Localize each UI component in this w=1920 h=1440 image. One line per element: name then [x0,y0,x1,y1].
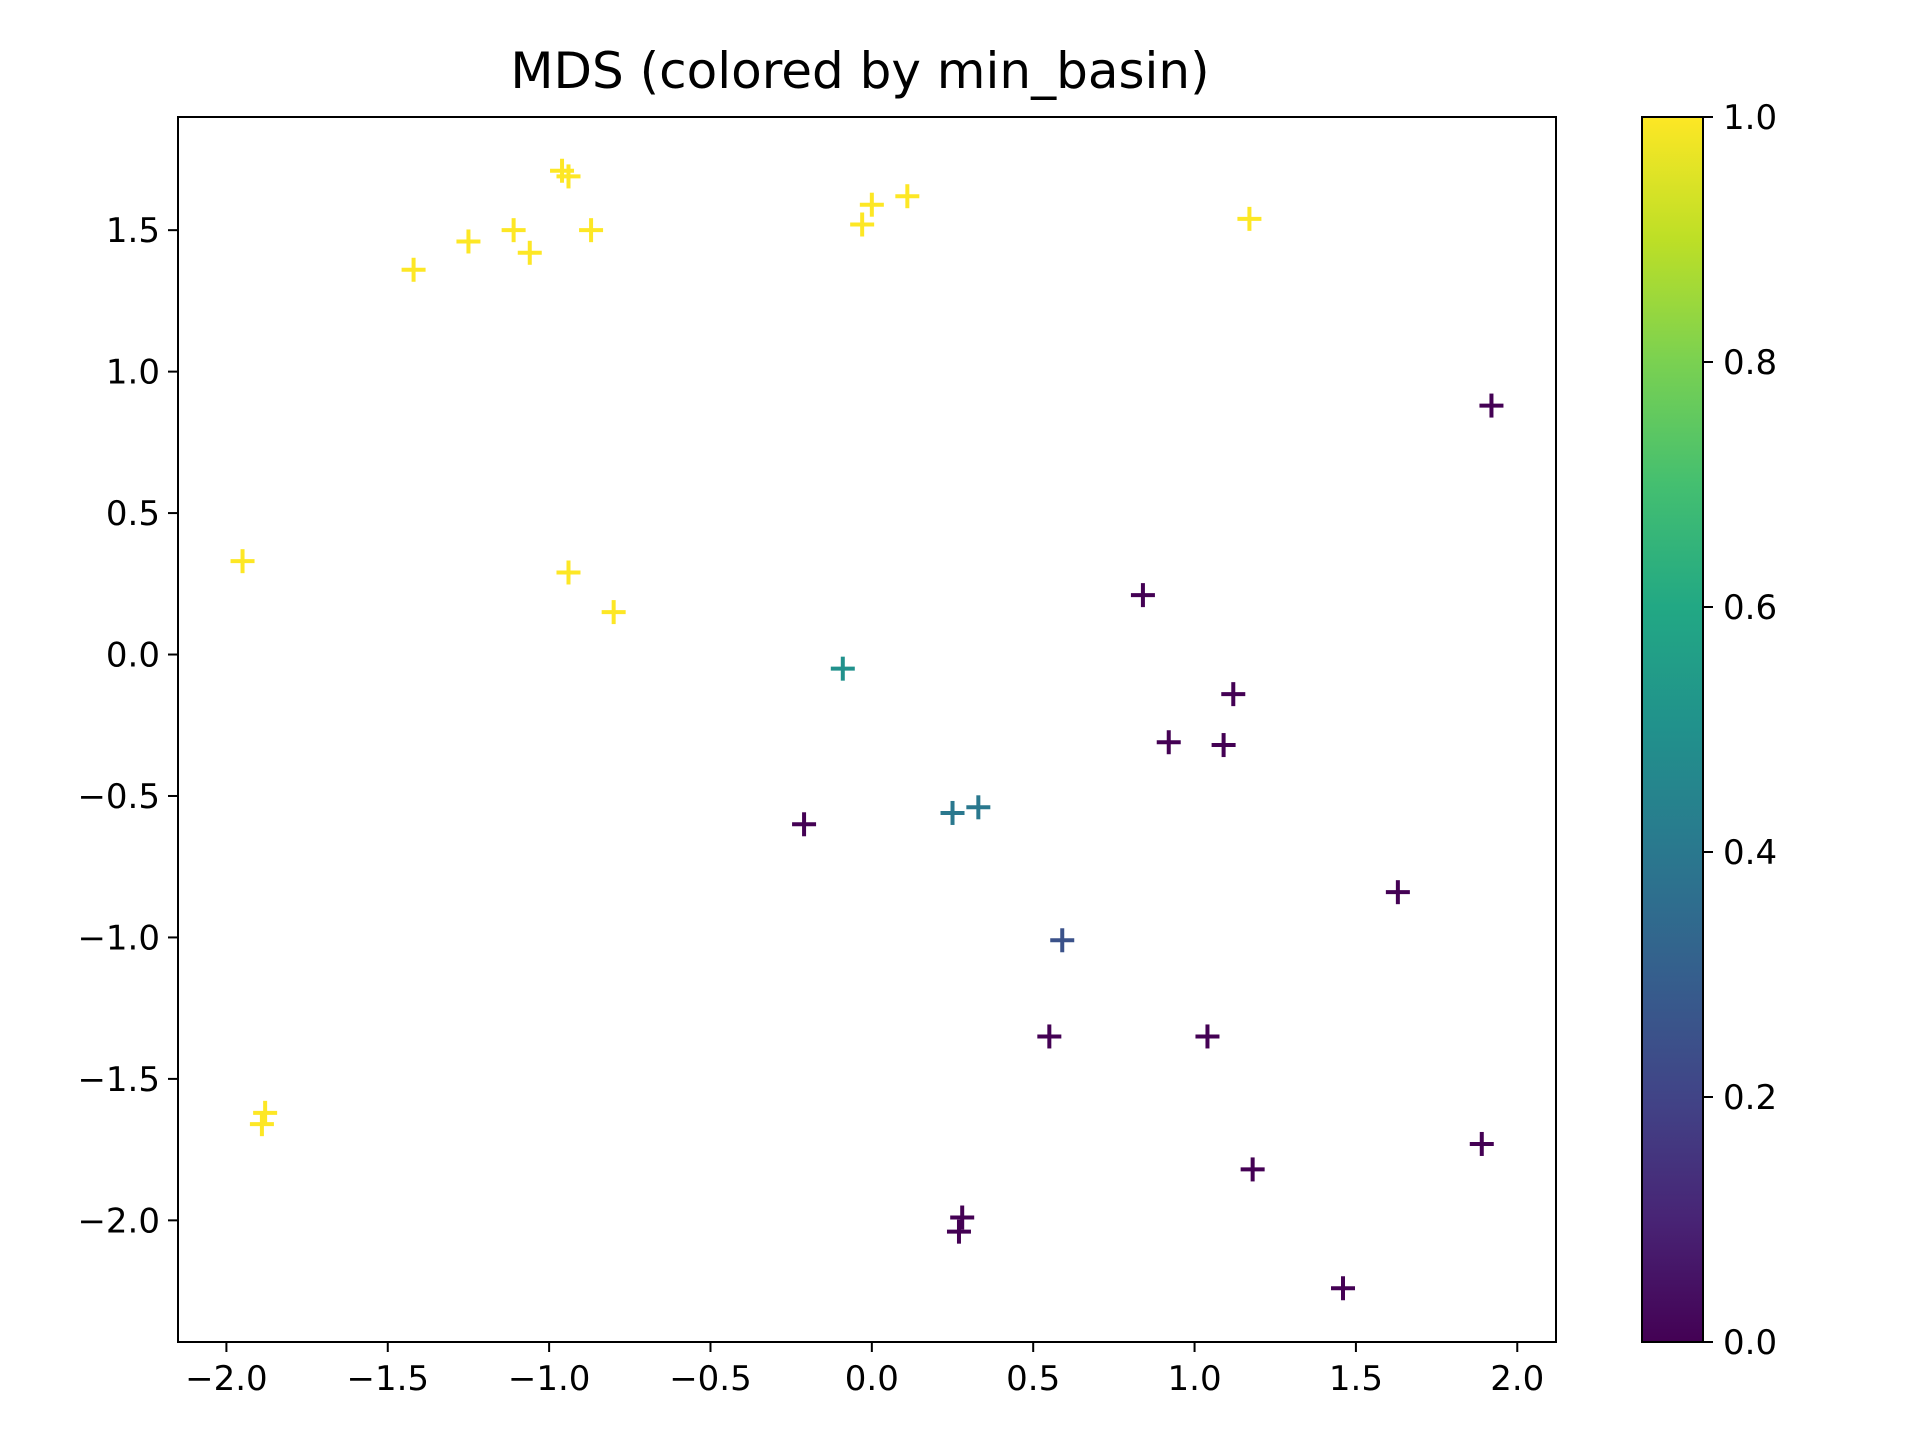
scatter-point [401,257,426,282]
x-tick-label: 1.0 [1168,1359,1222,1399]
colorbar-tick-label: 0.4 [1723,833,1777,873]
x-tick-label: −2.0 [185,1359,268,1399]
scatter-point [230,549,255,574]
y-tick-label: 0.5 [106,494,160,534]
colorbar-tick-label: 0.0 [1723,1323,1777,1363]
scatter-point [579,218,604,243]
y-tick-label: −1.5 [77,1060,160,1100]
x-tick-label: 0.0 [845,1359,899,1399]
scatter-point [1469,1131,1494,1156]
scatter-point [1130,583,1155,608]
scatter-point [1237,206,1262,231]
scatter-point [1479,393,1504,418]
scatter-point [556,560,581,585]
x-axis: −2.0 −1.5 −1.0 −0.5 0.0 0.5 1.0 1.5 2.0 [185,1342,1544,1399]
scatter-point [253,1100,278,1125]
scatter-point [601,600,626,625]
scatter-points [230,158,1504,1301]
colorbar-tick-label: 0.6 [1723,588,1777,628]
scatter-point [895,184,920,209]
scatter-point [1221,682,1246,707]
scatter-point [859,192,884,217]
plot-area-frame [177,116,1557,1343]
scatter-point [1331,1276,1356,1301]
x-tick-label: 0.5 [1006,1359,1060,1399]
colorbar-tick-label: 0.8 [1723,343,1777,383]
x-tick-label: 2.0 [1490,1359,1544,1399]
scatter-point [556,164,581,189]
scatter-point [1050,928,1075,953]
scatter-point [792,812,817,837]
colorbar-tick-label: 0.2 [1723,1078,1777,1118]
scatter-point [940,800,965,825]
scatter-point [950,1205,975,1230]
scatter-point [946,1219,971,1244]
y-tick-label: 1.5 [106,211,160,251]
scatter-point [501,218,526,243]
chart-title: MDS (colored by min_basin) [510,42,1209,100]
scatter-point [830,656,855,681]
scatter-point [1240,1157,1265,1182]
scatter-point [1156,730,1181,755]
scatter-point [456,229,481,254]
y-tick-label: −2.0 [77,1201,160,1241]
y-tick-label: 1.0 [106,353,160,393]
y-tick-label: 0.0 [106,636,160,676]
colorbar-tick-label: 1.0 [1723,98,1777,138]
scatter-point [249,1112,274,1137]
x-tick-label: −0.5 [669,1359,752,1399]
scatter-point [850,212,875,237]
y-tick-label: −1.0 [77,918,160,958]
x-tick-label: −1.5 [346,1359,429,1399]
y-tick-label: −0.5 [77,777,160,817]
scatter-point [517,240,542,265]
x-tick-label: 1.5 [1329,1359,1383,1399]
x-tick-label: −1.0 [508,1359,591,1399]
colorbar [1641,116,1704,1343]
y-axis: −2.0 −1.5 −1.0 −0.5 0.0 0.5 1.0 1.5 [77,211,178,1241]
scatter-point [1037,1024,1062,1049]
colorbar-axis: 0.0 0.2 0.4 0.6 0.8 1.0 [1703,98,1777,1363]
scatter-point [1211,733,1236,758]
scatter-point [1195,1024,1220,1049]
scatter-point [1385,880,1410,905]
scatter-point [966,795,991,820]
